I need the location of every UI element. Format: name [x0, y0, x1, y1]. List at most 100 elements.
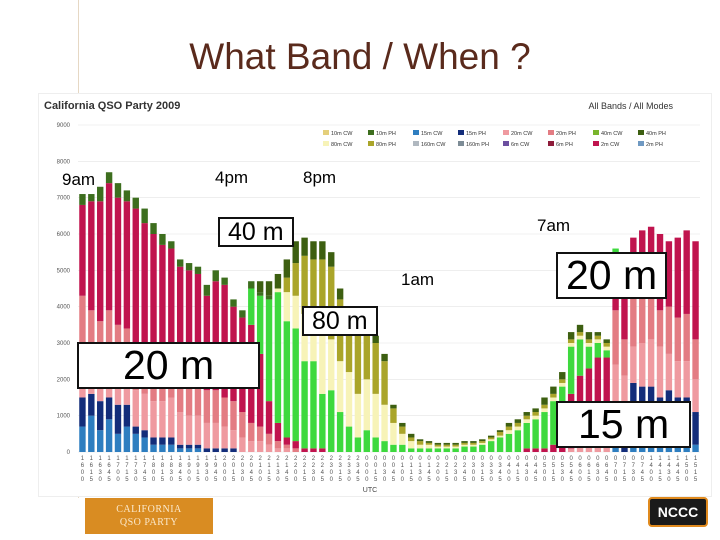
x-tick-char: 0 — [294, 477, 298, 483]
bar-segment — [114, 183, 122, 198]
x-tick-char: 8 — [179, 463, 183, 469]
bar-segment — [452, 446, 459, 449]
x-tick-char: 5 — [410, 477, 414, 483]
bar-segment — [612, 364, 619, 413]
x-tick-char: 0 — [463, 456, 467, 462]
x-tick-char: 0 — [578, 477, 582, 483]
x-tick-char: 0 — [223, 470, 227, 476]
x-tick-char: 0 — [596, 477, 600, 483]
x-tick-char: 7 — [125, 463, 129, 469]
y-tick-label: 0 — [67, 450, 71, 456]
bar-segment — [123, 201, 131, 329]
x-tick-char: 4 — [392, 470, 396, 476]
bar-segment — [399, 444, 406, 452]
bar-segment — [674, 237, 681, 318]
bar-segment — [567, 448, 575, 452]
x-tick-char: 0 — [614, 477, 618, 483]
bar-segment — [265, 401, 273, 434]
bar-segment — [514, 419, 522, 423]
annotation-7am: 7am — [537, 216, 571, 235]
bar-segment — [576, 324, 584, 333]
bar-segment — [408, 448, 415, 452]
x-tick-char: 0 — [481, 456, 485, 462]
x-tick-char: 0 — [205, 477, 209, 483]
x-tick-char: 0 — [578, 456, 582, 462]
bar-segment — [514, 422, 522, 427]
x-tick-char: 1 — [401, 463, 405, 469]
x-tick-char: 5 — [196, 477, 200, 483]
bar-segment — [532, 448, 539, 452]
bar-segment — [594, 332, 602, 336]
bar-segment — [612, 310, 619, 365]
x-tick-char: 7 — [614, 463, 618, 469]
bar-segment — [336, 412, 344, 452]
bar-segment — [301, 448, 308, 452]
legend-label: 2m CW — [601, 142, 620, 148]
x-tick-char: 3 — [134, 470, 138, 476]
x-tick-char: 2 — [321, 456, 325, 462]
x-tick-char: 1 — [685, 456, 689, 462]
x-tick-char: 5 — [605, 477, 609, 483]
bar-segment — [470, 442, 477, 445]
bar-segment — [559, 379, 566, 383]
x-tick-char: 3 — [472, 463, 476, 469]
bar-segment — [194, 273, 202, 380]
legend-background — [318, 128, 680, 152]
bar-segment — [292, 295, 299, 329]
bar-segment — [594, 335, 602, 340]
bar-segment — [292, 441, 299, 449]
label-20m-right-box: 20 m — [556, 252, 668, 300]
bar-segment — [603, 346, 610, 351]
x-tick-char: 5 — [641, 477, 645, 483]
bar-segment — [203, 284, 211, 296]
bar-segment — [105, 419, 113, 452]
bar-segment — [194, 415, 202, 445]
legend-swatch — [548, 141, 554, 146]
x-tick-char: 1 — [267, 463, 271, 469]
bar-segment — [505, 430, 513, 434]
x-tick-char: 9 — [196, 463, 200, 469]
bar-segment — [88, 201, 95, 311]
bar-segment — [585, 346, 593, 369]
bar-segment — [301, 313, 308, 362]
x-tick-char: 1 — [125, 456, 129, 462]
y-tick-label: 8000 — [57, 159, 71, 165]
x-tick-char: 1 — [516, 470, 520, 476]
x-tick-char: 3 — [561, 470, 565, 476]
bar-segment — [301, 255, 308, 314]
x-tick-char: 3 — [241, 470, 245, 476]
legend-label: 15m PH — [466, 131, 486, 137]
x-tick-char: 1 — [125, 470, 129, 476]
bar-segment — [594, 357, 602, 431]
x-tick-char: 5 — [694, 477, 698, 483]
bar-segment — [461, 441, 468, 443]
bar-segment — [212, 281, 219, 391]
x-tick-char: 1 — [623, 470, 627, 476]
bar-segment — [425, 448, 433, 452]
bar-segment — [683, 361, 690, 398]
bar-segment — [425, 442, 433, 445]
bar-segment — [541, 412, 548, 449]
x-tick-char: 5 — [569, 477, 573, 483]
x-tick-char: 0 — [525, 477, 529, 483]
bar-segment — [603, 339, 610, 343]
bar-segment — [319, 393, 326, 449]
bar-segment — [674, 361, 681, 398]
y-tick-label: 9000 — [57, 123, 71, 129]
bar-segment — [479, 439, 486, 442]
bar-segment — [274, 273, 282, 289]
legend-label: 40m PH — [646, 131, 666, 137]
x-tick-char: 4 — [534, 463, 538, 469]
bar-segment — [390, 422, 397, 445]
bar-segment — [150, 444, 157, 452]
